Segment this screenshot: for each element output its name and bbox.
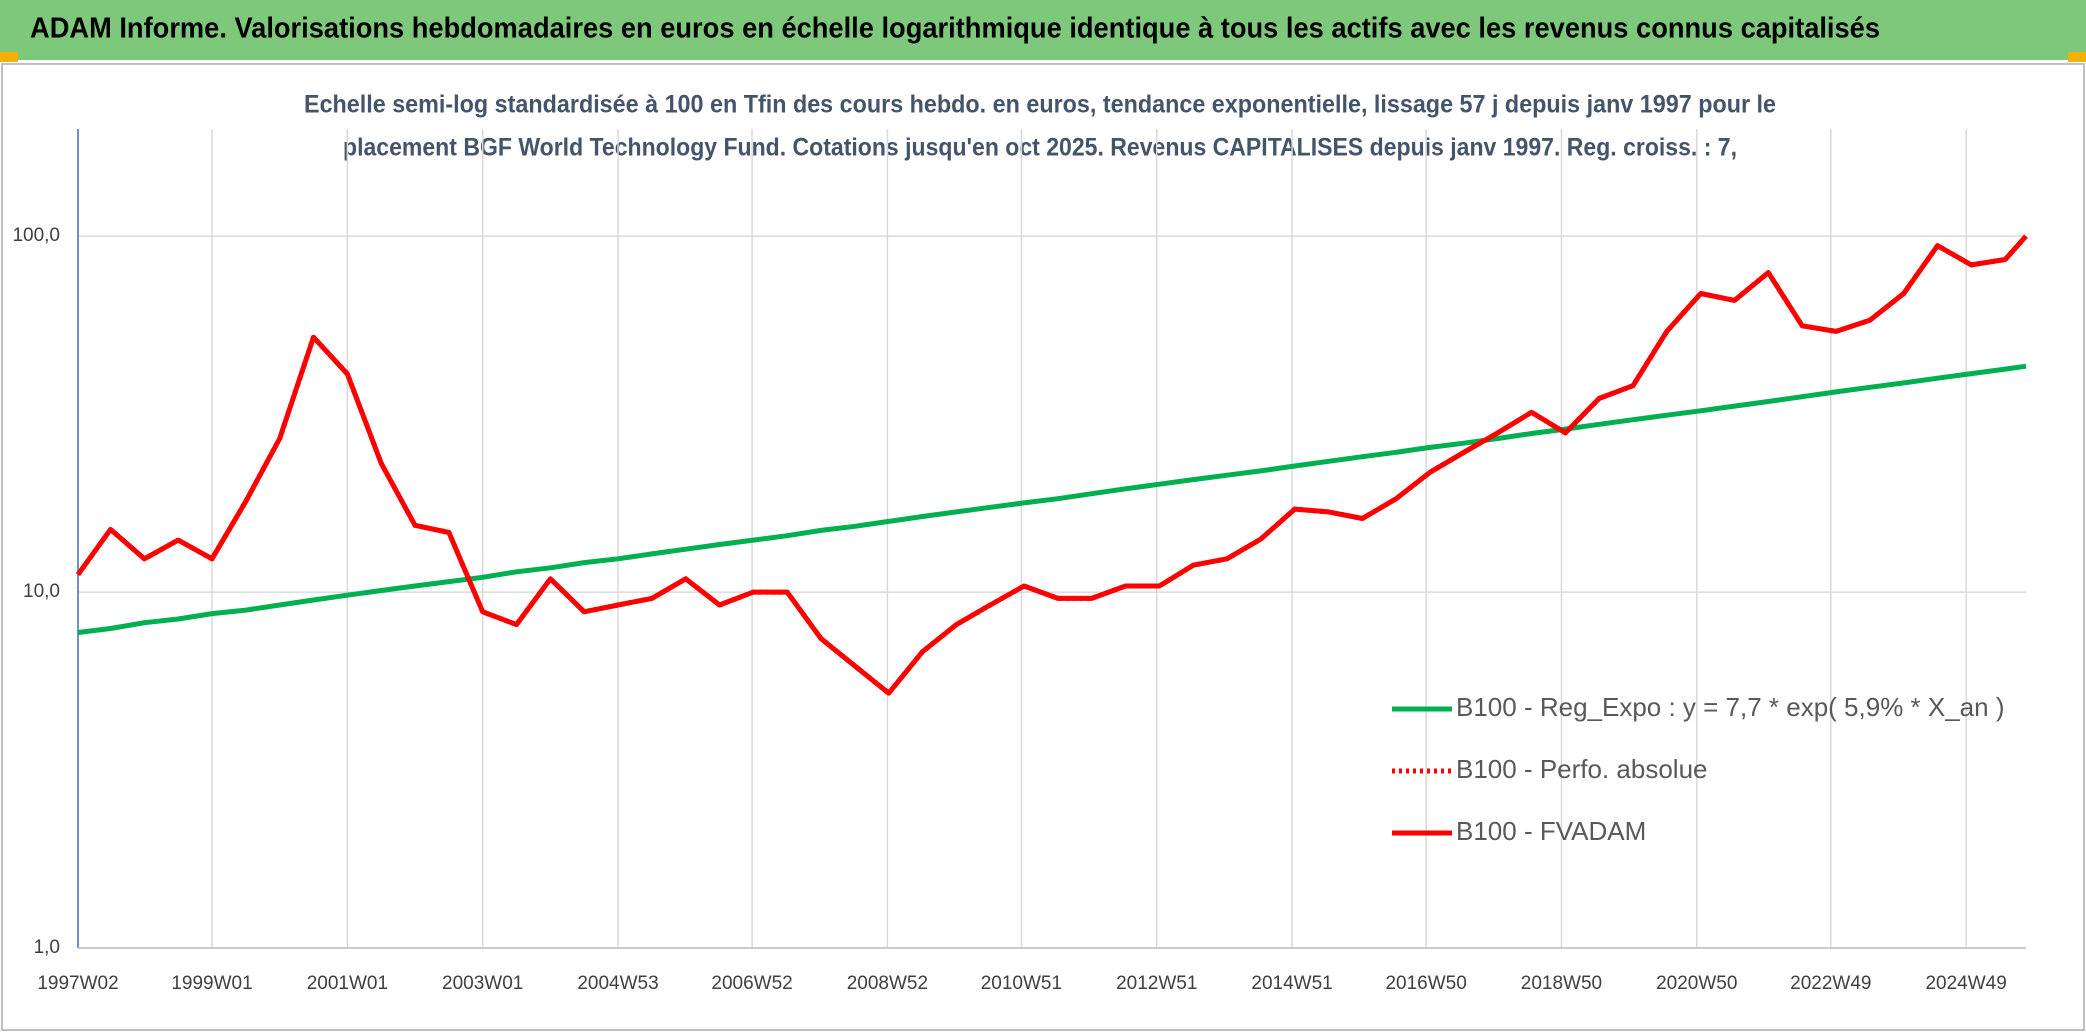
x-tick-label: 2014W51 [1251, 973, 1332, 994]
legend-label: B100 - Perfo. absolue [1456, 754, 1708, 784]
x-tick-label: 2018W50 [1521, 973, 1602, 994]
series-line [75, 234, 2028, 696]
x-tick-label: 1999W01 [171, 973, 252, 994]
x-tick-label: 2022W49 [1790, 973, 1871, 994]
y-tick-label: 1,0 [34, 937, 60, 958]
x-tick-label: 2012W51 [1116, 973, 1197, 994]
x-tick-label: 2008W52 [847, 973, 928, 994]
legend-label: B100 - Reg_Expo : y = 7,7 * exp( 5,9% * … [1456, 692, 2005, 722]
chart-subtitle: placement BGF World Technology Fund. Cot… [343, 134, 1737, 162]
x-tick-label: 2016W50 [1385, 973, 1466, 994]
x-tick-label: 2010W51 [981, 973, 1062, 994]
y-tick-label: 100,0 [12, 225, 60, 246]
x-tick-label: 2004W53 [577, 973, 658, 994]
header-bar [0, 0, 2086, 60]
x-tick-label: 2003W01 [442, 973, 523, 994]
x-tick-label: 2006W52 [711, 973, 792, 994]
corner [2068, 52, 2086, 62]
x-tick-label: 2020W50 [1656, 973, 1737, 994]
y-tick-label: 10,0 [23, 581, 60, 602]
x-tick-label: 2024W49 [1925, 973, 2006, 994]
corner [0, 52, 18, 62]
series-line [77, 363, 2027, 635]
x-tick-label: 2001W01 [307, 973, 388, 994]
x-tick-label: 1997W02 [37, 973, 118, 994]
chart-subtitle: Echelle semi-log standardisée à 100 en T… [304, 91, 1776, 119]
chart-frame [1, 63, 2085, 1031]
chart-title: ADAM Informe. Valorisations hebdomadaire… [30, 13, 1880, 45]
legend-label: B100 - FVADAM [1456, 816, 1646, 846]
